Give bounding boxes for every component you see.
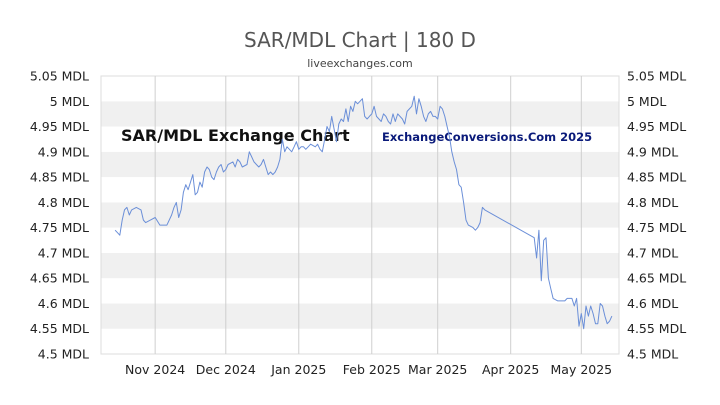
y-tick-label: 5 MDL: [627, 94, 666, 109]
y-tick-label: 4.9 MDL: [38, 144, 89, 159]
x-tick-label: May 2025: [551, 362, 613, 377]
y-tick-label: 4.7 MDL: [38, 245, 89, 260]
x-tick-label: Apr 2025: [482, 362, 539, 377]
x-tick-label: Jan 2025: [270, 362, 326, 377]
grid-band: [101, 227, 619, 253]
x-axis: Nov 2024 Dec 2024 Jan 2025 Feb 2025 Mar 2025…: [125, 362, 612, 377]
y-tick-label: 4.6 MDL: [38, 296, 89, 311]
y-tick-label: 5 MDL: [50, 94, 89, 109]
grid-band: [101, 101, 619, 127]
chart-title: SAR/MDL Chart | 180 D: [244, 28, 476, 52]
grid-band: [101, 202, 619, 228]
grid-band: [101, 126, 619, 152]
x-tick-label: Mar 2025: [408, 362, 467, 377]
y-axis-right: 4.5 MDL 4.55 MDL 4.6 MDL 4.65 MDL 4.7 MDL 4.7…: [627, 69, 686, 362]
y-tick-label: 4.75 MDL: [627, 220, 686, 235]
grid-band: [101, 151, 619, 178]
grid-bands: [100, 75, 620, 355]
plot-frame: [100, 75, 620, 355]
grid-band: [101, 278, 619, 304]
y-tick-label: 4.55 MDL: [627, 321, 686, 336]
y-tick-label: 4.5 MDL: [627, 347, 678, 362]
y-tick-label: 5.05 MDL: [627, 69, 686, 84]
y-tick-label: 4.9 MDL: [627, 144, 678, 159]
grid-band: [101, 252, 619, 279]
y-axis-left: 4.5 MDL 4.55 MDL 4.6 MDL 4.65 MDL 4.7 MDL 4.7…: [30, 69, 89, 362]
y-tick-label: 4.55 MDL: [30, 321, 89, 336]
x-tick-label: Dec 2024: [196, 362, 256, 377]
y-tick-label: 4.8 MDL: [38, 195, 89, 210]
y-tick-label: 4.5 MDL: [38, 347, 89, 362]
watermark-left: SAR/MDL Exchange Chart: [121, 126, 350, 145]
y-tick-label: 4.85 MDL: [627, 170, 686, 185]
y-tick-label: 4.65 MDL: [627, 271, 686, 286]
chart-subtitle: liveexchanges.com: [307, 57, 412, 70]
y-tick-label: 4.95 MDL: [30, 119, 89, 134]
vertical-gridlines: [154, 76, 582, 354]
y-tick-label: 4.95 MDL: [627, 119, 686, 134]
grid-band: [101, 177, 619, 203]
y-tick-label: 4.7 MDL: [627, 245, 678, 260]
watermark-right: ExchangeConversions.Com 2025: [382, 130, 592, 144]
grid-band: [101, 303, 619, 329]
series-line: [114, 95, 613, 330]
y-tick-label: 4.85 MDL: [30, 170, 89, 185]
y-tick-label: 5.05 MDL: [30, 69, 89, 84]
grid-band: [101, 328, 619, 354]
grid-band: [101, 76, 619, 102]
y-tick-label: 4.6 MDL: [627, 296, 678, 311]
x-tick-label: Nov 2024: [125, 362, 185, 377]
y-tick-label: 4.8 MDL: [627, 195, 678, 210]
y-tick-label: 4.65 MDL: [30, 271, 89, 286]
y-tick-label: 4.75 MDL: [30, 220, 89, 235]
x-tick-label: Feb 2025: [343, 362, 401, 377]
